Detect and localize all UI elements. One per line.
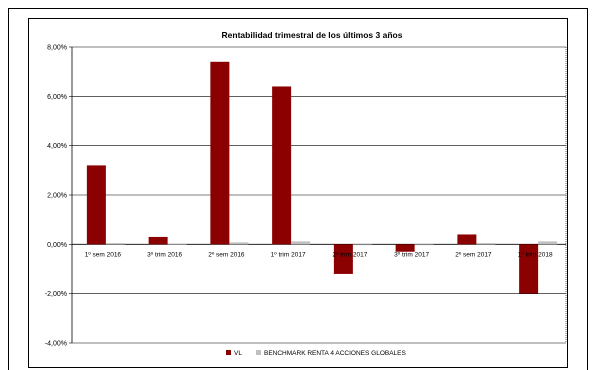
- y-tick-label: 8,00%: [47, 45, 67, 52]
- bar-vl: [457, 234, 477, 245]
- legend: VL BENCHMARK RENTA 4 ACCIONES GLOBALES: [226, 350, 406, 357]
- page-frame: [8, 8, 588, 370]
- x-tick-label: 1º sem 2016: [85, 251, 122, 258]
- chart-title: Rentabilidad trimestral de los últimos 3…: [222, 30, 403, 40]
- y-tick-label: -4,00%: [45, 341, 67, 348]
- bar-benchmark: [167, 243, 187, 245]
- bar-vl: [395, 244, 415, 252]
- bar-benchmark: [414, 244, 434, 246]
- y-tick-label: 6,00%: [47, 94, 67, 101]
- x-axis-labels: 1º sem 2016 3º trim 2016 2º sem 2016 1º tri…: [85, 251, 553, 258]
- y-tick-label: -2,00%: [45, 291, 67, 298]
- bar-benchmark: [476, 243, 496, 245]
- y-tick-label: 2,00%: [47, 193, 67, 200]
- bar-benchmark: [352, 244, 372, 246]
- bar-vl: [519, 244, 539, 294]
- y-tick-label: 4,00%: [47, 143, 67, 150]
- bars: [86, 61, 558, 294]
- bar-benchmark: [291, 241, 311, 245]
- x-tick-label: 2º sem 2017: [455, 251, 492, 258]
- x-tick-label: 2º trim 2017: [332, 251, 367, 258]
- legend-label: BENCHMARK RENTA 4 ACCIONES GLOBALES: [264, 350, 406, 357]
- bar-vl: [272, 86, 292, 245]
- x-tick-label: 1º trim 2017: [271, 251, 306, 258]
- bar-vl: [210, 61, 230, 245]
- bar-vl: [333, 244, 353, 274]
- x-tick-label: 2º sem 2016: [208, 251, 245, 258]
- chart-container: [28, 18, 568, 368]
- grid-lines: [72, 46, 566, 344]
- bar-vl: [148, 236, 168, 245]
- bar-benchmark: [229, 242, 249, 245]
- x-tick-label: 1º trim 2018: [518, 251, 553, 258]
- legend-label: VL: [234, 350, 242, 357]
- bar-vl: [86, 165, 106, 245]
- y-axis: 8,00% 6,00% 4,00% 2,00% 0,00% -2,00% -4,00%: [45, 45, 567, 348]
- bar-benchmark: [105, 243, 125, 245]
- bar-benchmark: [538, 241, 558, 245]
- y-tick-label: 0,00%: [47, 242, 67, 249]
- x-tick-label: 3º trim 2017: [394, 251, 429, 258]
- legend-swatch: [256, 350, 261, 355]
- x-tick-label: 3º trim 2016: [147, 251, 182, 258]
- legend-swatch: [226, 350, 231, 355]
